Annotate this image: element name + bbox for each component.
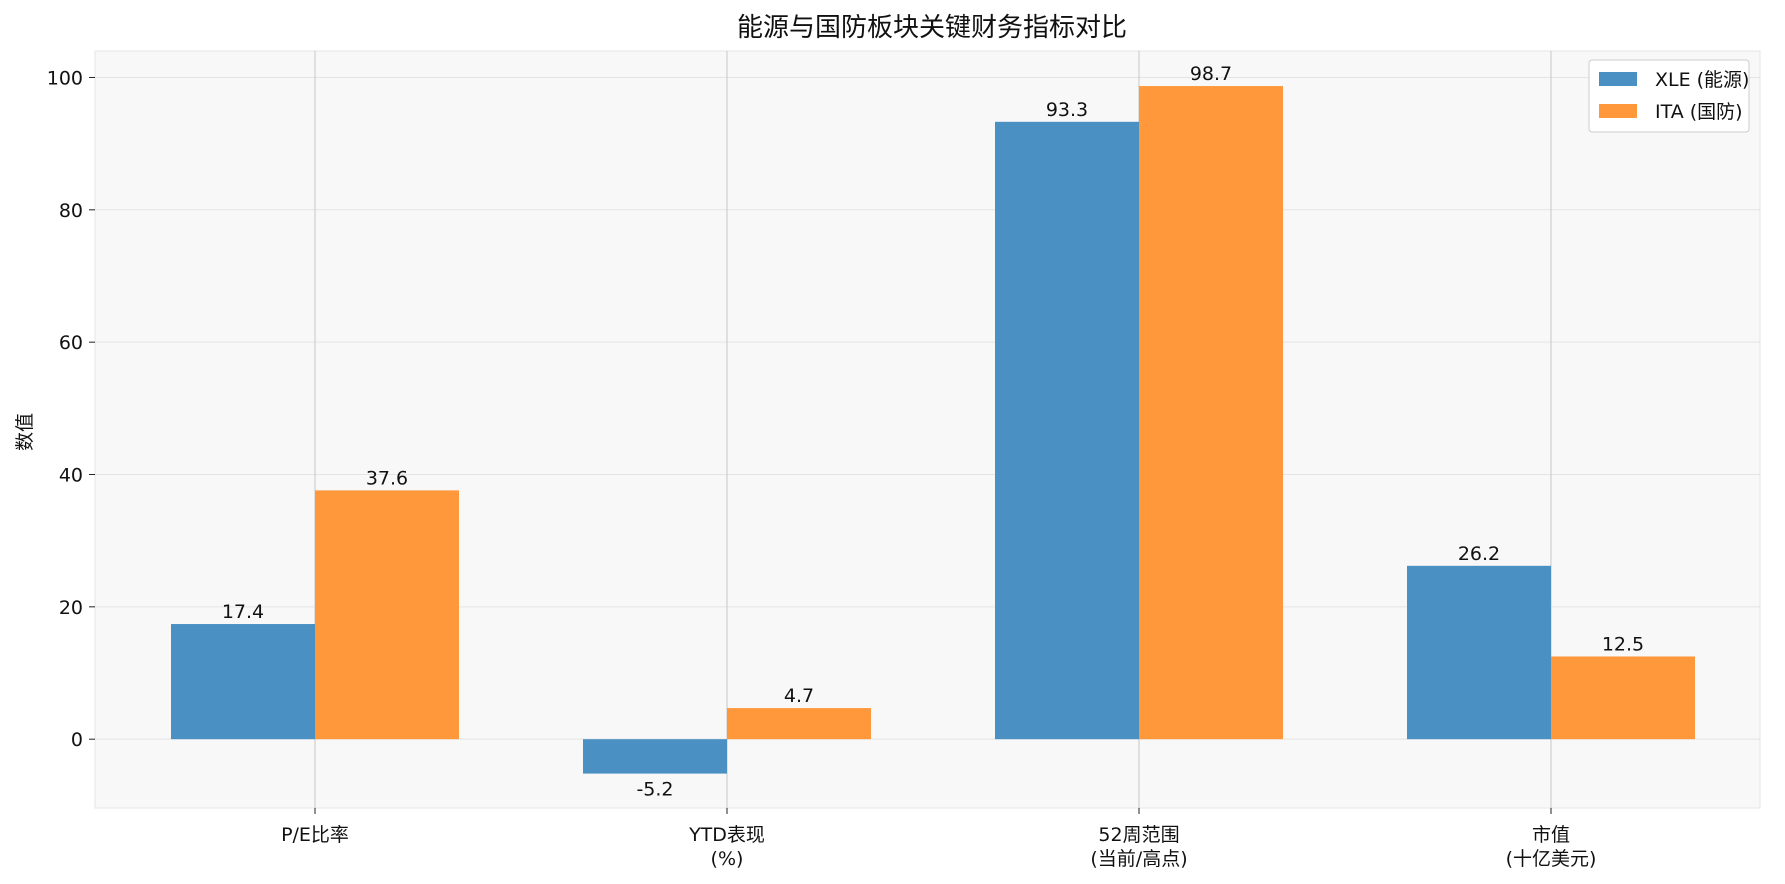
y-axis-label: 数值 xyxy=(14,413,36,451)
bar xyxy=(171,624,315,740)
data-label: -5.2 xyxy=(636,779,673,801)
x-tick-label: (当前/高点) xyxy=(1090,848,1187,870)
x-tick-label: 市值 xyxy=(1532,824,1570,846)
bar xyxy=(995,121,1139,740)
y-tick-label: 0 xyxy=(71,729,83,751)
y-tick-label: 80 xyxy=(59,200,83,222)
bar xyxy=(583,739,727,774)
legend: XLE (能源) ITA (国防) xyxy=(1588,59,1750,133)
data-label: 26.2 xyxy=(1458,543,1500,565)
data-label: 12.5 xyxy=(1602,633,1644,655)
bar xyxy=(1407,565,1551,740)
data-label: 4.7 xyxy=(784,685,814,707)
data-labels: 17.4 37.6 -5.2 4.7 93.3 98.7 26.2 12.5 xyxy=(222,63,1644,801)
data-label: 93.3 xyxy=(1046,99,1088,121)
y-tick-label: 60 xyxy=(59,332,83,354)
bar xyxy=(727,708,871,740)
x-tick-label: YTD表现 xyxy=(688,824,765,846)
x-tick-label: (十亿美元) xyxy=(1506,848,1597,870)
x-tick-label: 52周范围 xyxy=(1098,824,1179,846)
x-axis-ticks: P/E比率 YTD表现(%) 52周范围(当前/高点) 市值(十亿美元) xyxy=(281,808,1596,870)
data-label: 37.6 xyxy=(366,467,408,489)
legend-label: ITA (国防) xyxy=(1655,101,1743,123)
x-tick-label: (%) xyxy=(711,848,744,870)
legend-swatch xyxy=(1599,72,1637,86)
legend-label: XLE (能源) xyxy=(1655,69,1749,91)
bar xyxy=(1551,656,1695,740)
y-tick-label: 40 xyxy=(59,464,83,486)
y-axis-ticks: 0 20 40 60 80 100 xyxy=(47,67,95,751)
bar xyxy=(1139,86,1283,740)
data-label: 98.7 xyxy=(1190,63,1232,85)
data-label: 17.4 xyxy=(222,601,264,623)
y-tick-label: 100 xyxy=(47,67,83,89)
x-tick-label: P/E比率 xyxy=(281,824,349,846)
chart-title: 能源与国防板块关键财务指标对比 xyxy=(737,13,1127,43)
bar xyxy=(315,490,459,740)
legend-swatch xyxy=(1599,104,1637,118)
y-tick-label: 20 xyxy=(59,597,83,619)
bars xyxy=(171,86,1695,774)
